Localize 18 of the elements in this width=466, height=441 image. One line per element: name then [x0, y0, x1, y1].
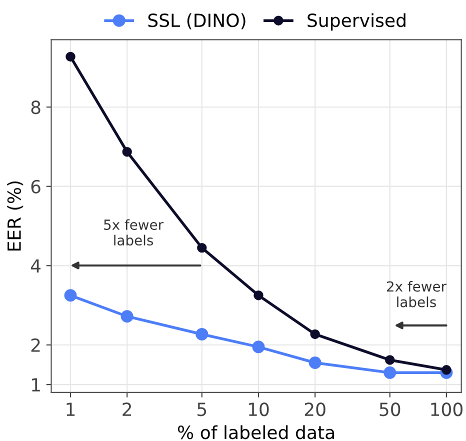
x-tick-label: 5: [198, 402, 206, 416]
x-tick-label: 10: [248, 402, 269, 416]
y-tick-label: 6: [31, 180, 40, 194]
y-tick-label: 8: [31, 100, 40, 114]
x-tick-label: 100: [431, 402, 462, 416]
x-tick-label: 20: [304, 402, 326, 416]
x-axis-title: % of labeled data: [178, 425, 334, 440]
x-tick-label: 2: [122, 402, 132, 416]
x-tick-label: 50: [380, 402, 400, 416]
y-axis-title: EER (%): [7, 181, 24, 250]
legend-label: SSL (DINO): [148, 13, 246, 30]
x-tick-label: 1: [66, 402, 75, 416]
annotation: 5x fewer labels: [104, 219, 164, 246]
annotation: 2x fewer labels: [386, 280, 446, 308]
y-tick-label: 4: [30, 259, 41, 272]
y-tick-label: 1: [32, 378, 40, 392]
legend-label: Supervised: [308, 13, 406, 31]
y-tick-label: 2: [31, 338, 40, 352]
